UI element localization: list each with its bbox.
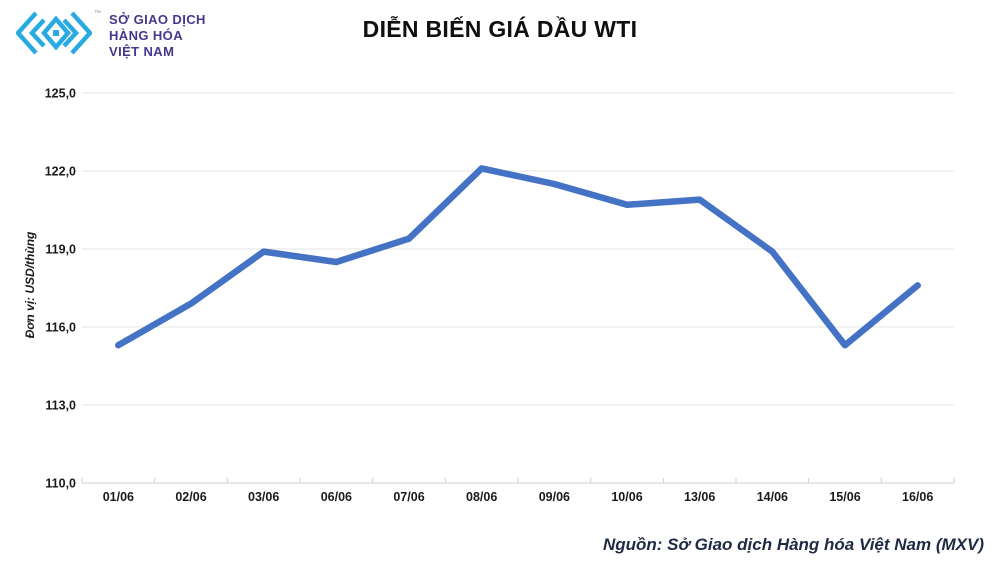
x-tick-label: 09/06: [539, 490, 570, 504]
logo-text: SỞ GIAO DỊCH HÀNG HÓA VIỆT NAM: [109, 12, 206, 60]
x-tick-label: 07/06: [393, 490, 424, 504]
x-tick-label: 16/06: [902, 490, 933, 504]
trademark-symbol: ™: [94, 10, 101, 17]
x-tick-label: 03/06: [248, 490, 279, 504]
wti-price-line: [115, 165, 921, 349]
chart-title: DIỄN BIẾN GIÁ DẦU WTI: [362, 16, 638, 42]
logo-text-line1: SỞ GIAO DỊCH: [109, 12, 206, 27]
x-tick-label: 14/06: [757, 490, 788, 504]
y-tick-label: 122,0: [45, 165, 76, 179]
y-tick-label: 110,0: [45, 477, 76, 491]
x-tick-label: 08/06: [466, 490, 497, 504]
logo-text-line3: VIỆT NAM: [109, 44, 175, 59]
y-tick-label: 116,0: [45, 321, 76, 335]
y-tick-label: 125,0: [45, 87, 76, 101]
x-tick-label: 10/06: [611, 490, 642, 504]
source-note: Nguồn: Sở Giao dịch Hàng hóa Việt Nam (M…: [602, 535, 984, 554]
x-tick-label: 15/06: [829, 490, 860, 504]
y-tick-label: 119,0: [45, 243, 76, 257]
mxv-logo-icon: [16, 11, 92, 55]
x-tick-label: 02/06: [175, 490, 206, 504]
y-tick-label: 113,0: [45, 399, 76, 413]
logo-text-line2: HÀNG HÓA: [109, 28, 183, 43]
x-tick-label: 06/06: [321, 490, 352, 504]
x-tick-label: 01/06: [103, 490, 134, 504]
x-tick-label: 13/06: [684, 490, 715, 504]
mxv-logo: ™ SỞ GIAO DỊCH HÀNG HÓA VIỆT NAM: [16, 10, 206, 60]
